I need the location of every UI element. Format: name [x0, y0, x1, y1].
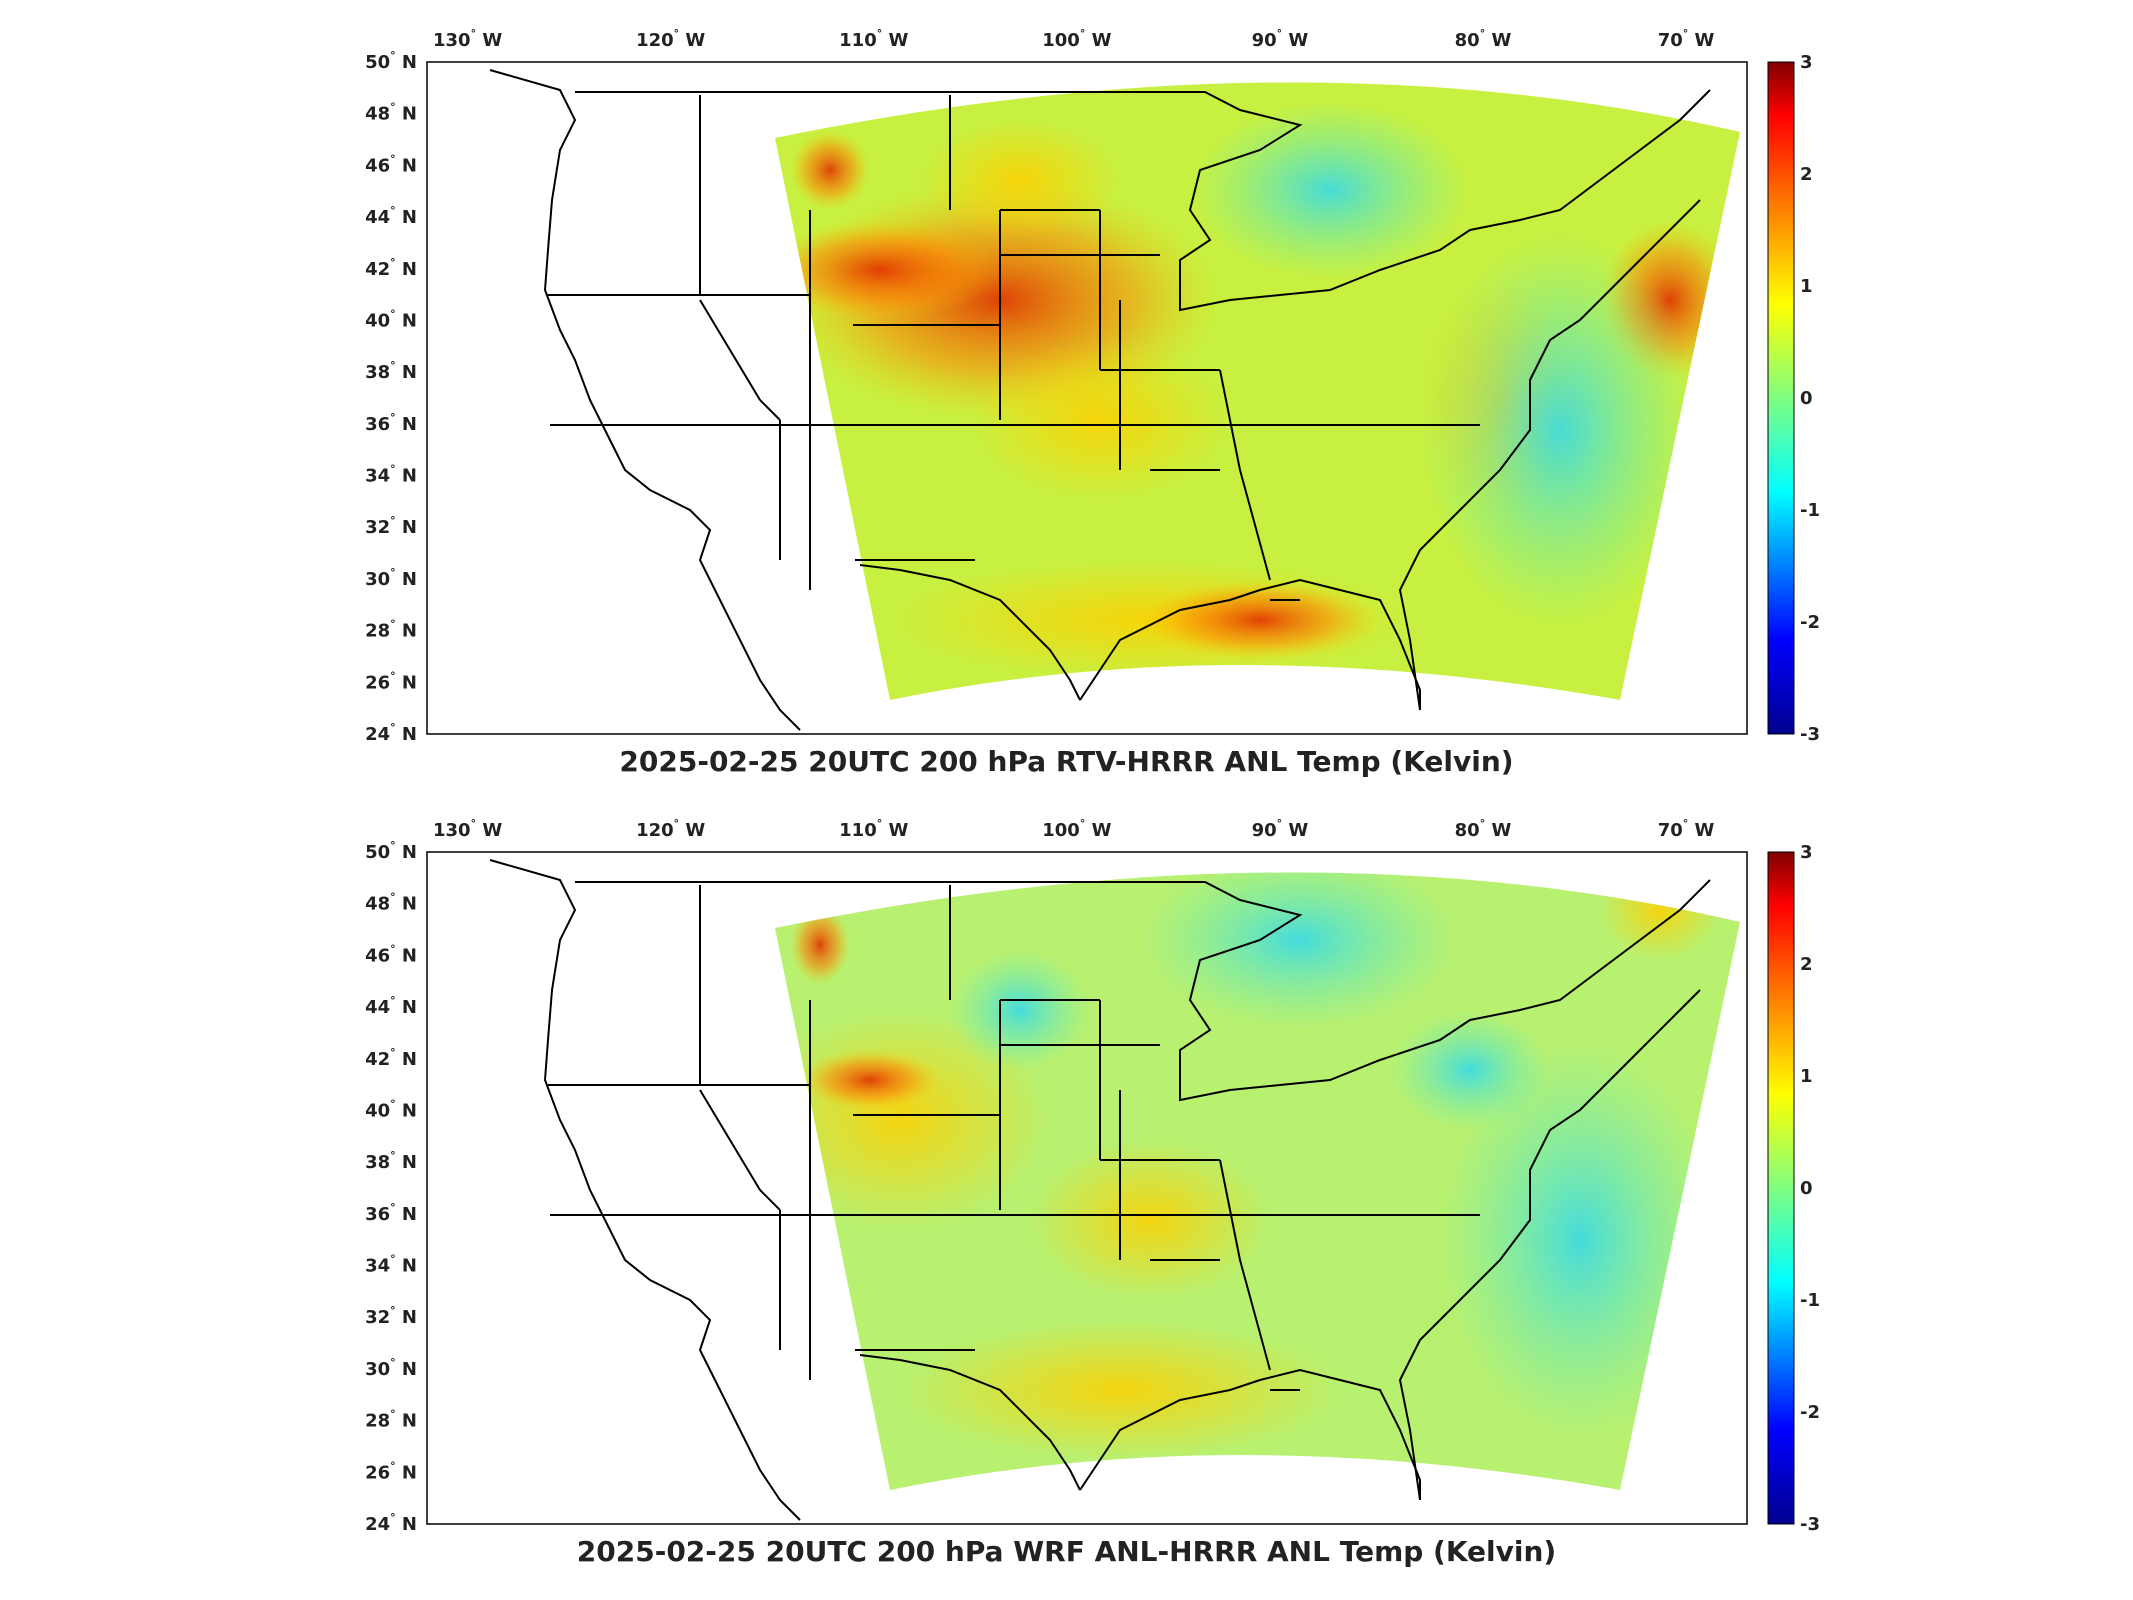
latitude-tick-label: 48° N — [365, 101, 417, 125]
latitude-tick-label: 46° N — [365, 152, 417, 176]
longitude-tick-label: 90° W — [1252, 817, 1309, 841]
map-figure: 130° W 120° W 110° W 100° W 90° W 80° W 70° W … — [365, 27, 1820, 745]
latitude-tick-label: 34° N — [365, 463, 417, 487]
latitude-tick-label: 48° N — [365, 891, 417, 915]
latitude-tick-label: 24° N — [365, 1511, 417, 1535]
longitude-tick-label: 130° W — [433, 817, 502, 841]
colorbar — [1767, 61, 1795, 735]
longitude-tick-label: 80° W — [1455, 817, 1512, 841]
temperature-difference-field — [775, 872, 1740, 1490]
longitude-tick-label: 100° W — [1042, 817, 1111, 841]
colorbar-tick-labels: 3 2 1 0 -1 -2 -3 — [1800, 52, 1820, 745]
colorbar-tick-label: 2 — [1800, 954, 1813, 975]
latitude-tick-label: 40° N — [365, 1097, 417, 1121]
coastlines-and-borders — [489, 859, 1711, 1521]
latitude-tick-label: 32° N — [365, 1304, 417, 1328]
longitude-tick-label: 90° W — [1252, 27, 1309, 51]
panel-title: 2025-02-25 20UTC 200 hPa WRF ANL-HRRR AN… — [576, 1535, 1557, 1568]
coastlines-and-borders — [489, 69, 1711, 731]
latitude-tick-label: 26° N — [365, 1459, 417, 1483]
longitude-tick-label: 120° W — [636, 27, 705, 51]
longitude-tick-label: 110° W — [839, 27, 908, 51]
latitude-tick-label: 34° N — [365, 1253, 417, 1277]
longitude-tick-labels: 130° W 120° W 110° W 100° W 90° W 80° W 70° W — [433, 27, 1715, 51]
colorbar-tick-label: -2 — [1800, 1402, 1820, 1423]
colorbar-tick-label: -2 — [1800, 612, 1820, 633]
latitude-tick-label: 36° N — [365, 1201, 417, 1225]
longitude-tick-labels: 130° W 120° W 110° W 100° W 90° W 80° W 70° W — [433, 817, 1715, 841]
colorbar-tick-label: 2 — [1800, 164, 1813, 185]
colorbar-tick-label: -1 — [1800, 1290, 1820, 1311]
longitude-tick-label: 130° W — [433, 27, 502, 51]
latitude-tick-label: 26° N — [365, 669, 417, 693]
longitude-tick-label: 70° W — [1658, 817, 1715, 841]
latitude-tick-label: 28° N — [365, 1408, 417, 1432]
longitude-tick-label: 110° W — [839, 817, 908, 841]
colorbar-tick-label: 1 — [1800, 1066, 1813, 1087]
map-figure: 130° W 120° W 110° W 100° W 90° W 80° W 70° W … — [365, 817, 1820, 1535]
colorbar-tick-label: 3 — [1800, 52, 1813, 73]
latitude-tick-label: 24° N — [365, 721, 417, 745]
latitude-tick-label: 46° N — [365, 942, 417, 966]
colorbar-tick-label: 1 — [1800, 276, 1813, 297]
latitude-tick-label: 28° N — [365, 618, 417, 642]
longitude-tick-label: 120° W — [636, 817, 705, 841]
latitude-tick-label: 32° N — [365, 514, 417, 538]
latitude-tick-label: 50° N — [365, 839, 417, 863]
latitude-tick-label: 42° N — [365, 256, 417, 280]
latitude-tick-label: 38° N — [365, 1149, 417, 1173]
latitude-tick-labels: 50° N 48° N 46° N 44° N 42° N 40° N 38° N 36° N… — [365, 49, 417, 745]
colorbar-tick-label: -1 — [1800, 500, 1820, 521]
longitude-tick-label: 70° W — [1658, 27, 1715, 51]
colorbar-tick-label: 3 — [1800, 842, 1813, 863]
panel-title: 2025-02-25 20UTC 200 hPa RTV-HRRR ANL Te… — [619, 745, 1514, 778]
colorbar-tick-label: -3 — [1800, 724, 1820, 745]
colorbar-tick-label: 0 — [1800, 388, 1813, 409]
colorbar-tick-labels: 3 2 1 0 -1 -2 -3 — [1800, 842, 1820, 1535]
latitude-tick-labels: 50° N 48° N 46° N 44° N 42° N 40° N 38° N 36° N… — [365, 839, 417, 1535]
colorbar-tick-label: 0 — [1800, 1178, 1813, 1199]
latitude-tick-label: 38° N — [365, 359, 417, 383]
latitude-tick-label: 44° N — [365, 994, 417, 1018]
map-panel-bottom: 130° W 120° W 110° W 100° W 90° W 80° W 70° W … — [0, 790, 2133, 1580]
longitude-tick-label: 80° W — [1455, 27, 1512, 51]
longitude-tick-label: 100° W — [1042, 27, 1111, 51]
latitude-tick-label: 40° N — [365, 307, 417, 331]
latitude-tick-label: 36° N — [365, 411, 417, 435]
colorbar — [1767, 851, 1795, 1525]
latitude-tick-label: 44° N — [365, 204, 417, 228]
latitude-tick-label: 30° N — [365, 566, 417, 590]
latitude-tick-label: 50° N — [365, 49, 417, 73]
latitude-tick-label: 42° N — [365, 1046, 417, 1070]
temperature-difference-field — [775, 82, 1740, 700]
colorbar-tick-label: -3 — [1800, 1514, 1820, 1535]
latitude-tick-label: 30° N — [365, 1356, 417, 1380]
map-panel-top: 130° W 120° W 110° W 100° W 90° W 80° W 70° W … — [0, 0, 2133, 790]
